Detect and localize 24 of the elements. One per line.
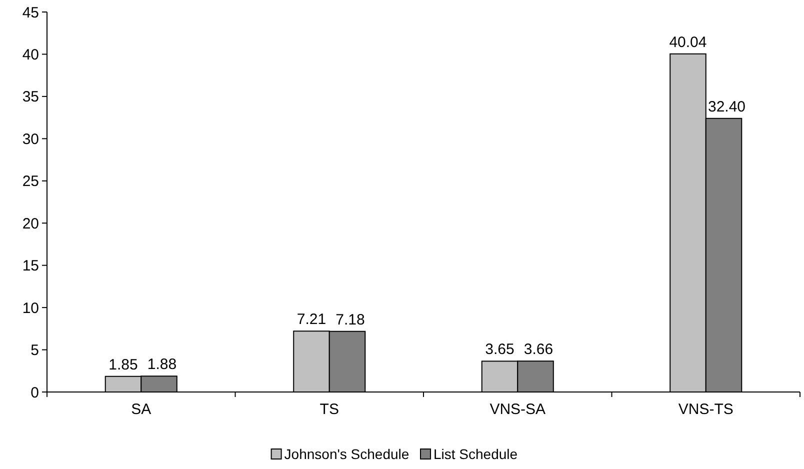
data-label: 7.18 (336, 311, 365, 328)
data-label: 40.04 (669, 34, 707, 51)
data-label: 1.88 (147, 356, 177, 374)
x-tick-label: TS (320, 401, 339, 418)
data-label: 3.66 (524, 341, 554, 358)
legend-label: List Schedule (434, 446, 518, 462)
y-tick-label: 0 (30, 384, 39, 402)
data-label: 1.85 (108, 356, 138, 374)
y-tick-label: 5 (30, 342, 39, 360)
data-label: 3.65 (485, 341, 514, 358)
legend-label: Johnson's Schedule (284, 446, 410, 462)
y-tick-label: 20 (22, 215, 39, 232)
x-tick-label: VNS-TS (678, 401, 734, 418)
y-tick-label: 10 (22, 300, 39, 317)
x-tick-label: SA (131, 401, 152, 418)
y-tick-label: 35 (22, 88, 39, 106)
y-tick-label: 25 (22, 173, 39, 190)
y-tick-label: 30 (22, 130, 39, 148)
x-tick-label: VNS-SA (490, 401, 546, 418)
y-tick-label: 15 (22, 258, 39, 275)
y-tick-label: 40 (22, 46, 39, 64)
y-tick-label: 45 (22, 4, 39, 22)
data-label: 7.21 (296, 311, 326, 328)
data-label: 32.40 (708, 98, 746, 116)
